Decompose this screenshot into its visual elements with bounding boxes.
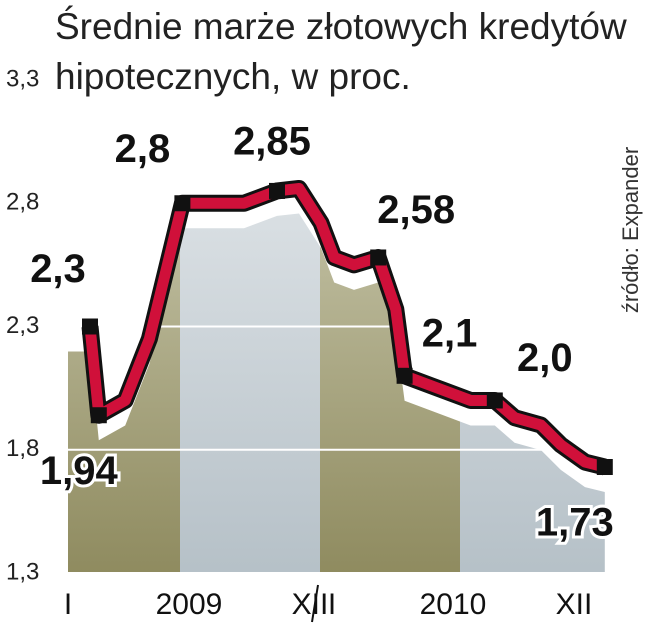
- line: [84, 182, 607, 473]
- chart-title: Średnie marże złotowych kredytów hipotec…: [55, 6, 627, 97]
- x-tick-label: I: [64, 588, 72, 621]
- x-tick-label: XII: [556, 588, 593, 621]
- year-divider: [311, 584, 319, 623]
- point-marker: [269, 182, 285, 199]
- y-tick-label: 1,3: [6, 558, 39, 585]
- value-label: 2,58: [377, 188, 455, 232]
- point-marker: [90, 407, 107, 424]
- point-marker: [596, 459, 613, 476]
- y-tick-label: 2,3: [6, 312, 39, 339]
- value-label: 2,8: [115, 127, 171, 171]
- x-tick-label: I: [328, 588, 336, 621]
- value-label: 2,3: [30, 247, 86, 291]
- value-label: 2,0: [517, 336, 573, 380]
- value-label: 2,1: [422, 311, 478, 355]
- value-label: 1,94: [40, 449, 119, 493]
- y-tick-label: 1,8: [6, 435, 39, 462]
- point-marker: [174, 195, 191, 212]
- point-marker: [82, 318, 98, 335]
- x-tick-label: 2009: [156, 588, 223, 621]
- y-tick-label: 3,3: [6, 65, 39, 92]
- x-tick-label: XII: [292, 588, 329, 621]
- point-marker: [370, 249, 387, 266]
- x-tick-label: 2010: [420, 588, 487, 621]
- point-marker: [486, 392, 503, 409]
- value-label: 1,73: [536, 501, 614, 545]
- point-marker: [396, 367, 413, 384]
- value-label: 2,85: [233, 119, 311, 163]
- source-note: źródło: Expander: [618, 147, 643, 313]
- y-tick-label: 2,8: [6, 189, 39, 216]
